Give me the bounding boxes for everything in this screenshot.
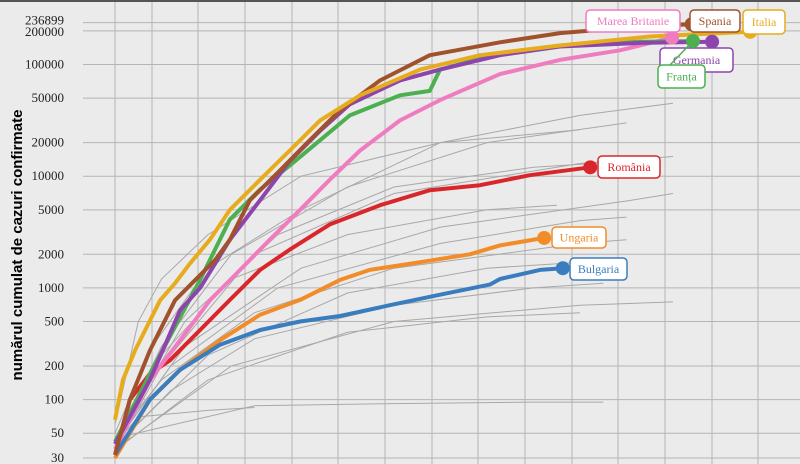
other-country-line xyxy=(114,401,604,439)
y-tick-label: 2000 xyxy=(38,246,64,261)
germania-label: Germania xyxy=(673,53,721,67)
other-country-line xyxy=(114,156,674,451)
spania-label: Spania xyxy=(699,14,732,28)
y-tick-label: 5000 xyxy=(38,202,64,217)
bulgaria-label-box xyxy=(569,257,628,281)
other-country-line xyxy=(114,216,627,445)
y-tick-label: 200000 xyxy=(25,24,64,39)
spania-line xyxy=(113,22,692,456)
italia-line xyxy=(113,29,751,421)
other-country-line xyxy=(114,301,674,450)
marea-britanie-label: Marea Britanie xyxy=(597,14,669,28)
fran-a-end-marker xyxy=(685,34,700,49)
germania-end-marker xyxy=(705,34,720,49)
y-tick-label: 500 xyxy=(45,314,65,329)
fran-a-label: Franța xyxy=(666,70,697,84)
y-tick-label: 1000 xyxy=(38,280,64,295)
spania-label-box xyxy=(689,9,741,33)
other-country-line xyxy=(114,312,581,451)
y-axis-label: numărul cumulat de cazuri confirmate xyxy=(9,110,26,381)
rom-nia-line xyxy=(113,165,591,456)
ungaria-label-box xyxy=(551,226,607,249)
fran-a-label-box xyxy=(657,64,706,89)
y-tick-label: 200 xyxy=(45,358,65,373)
rom-nia-end-marker xyxy=(583,160,598,175)
y-tick-label: 20000 xyxy=(32,135,65,150)
marea-britanie-line xyxy=(113,35,673,451)
y-tick-label: 10000 xyxy=(32,168,65,183)
y-tick-label: 100 xyxy=(45,392,65,407)
italia-label: Italia xyxy=(752,15,777,29)
other-country-line xyxy=(114,193,674,445)
ungaria-line xyxy=(113,235,545,460)
marea-britanie-end-marker xyxy=(665,30,680,45)
grid xyxy=(83,2,800,464)
ungaria-label: Ungaria xyxy=(560,231,599,245)
bulgaria-line xyxy=(113,266,563,456)
rom-nia-label: România xyxy=(607,160,651,174)
other-country-line xyxy=(114,258,627,447)
bulgaria-end-marker xyxy=(555,261,570,276)
other-country-line xyxy=(114,159,650,442)
y-axis-ticks: 30 50 100 200 500 1000 2000 5000 10000 20000 50000… xyxy=(25,13,64,464)
rom-nia-label-box xyxy=(597,155,661,179)
italia-label-box xyxy=(742,9,786,35)
bulgaria-label: Bulgaria xyxy=(578,262,620,276)
highlighted-countries-lines xyxy=(113,22,751,460)
other-country-line xyxy=(114,282,604,447)
country-labels: Italia Spania Germania Franța Marea Britanie… xyxy=(537,9,786,281)
y-tick-label: 236899 xyxy=(25,13,64,28)
marea-britanie-label-box xyxy=(585,9,681,33)
germania-line xyxy=(113,39,713,445)
y-tick-label: 30 xyxy=(51,450,64,464)
ungaria-end-marker xyxy=(537,230,552,245)
y-tick-label: 50 xyxy=(51,425,64,440)
y-tick-label: 50000 xyxy=(32,90,65,105)
y-tick-label: 100000 xyxy=(25,56,64,71)
